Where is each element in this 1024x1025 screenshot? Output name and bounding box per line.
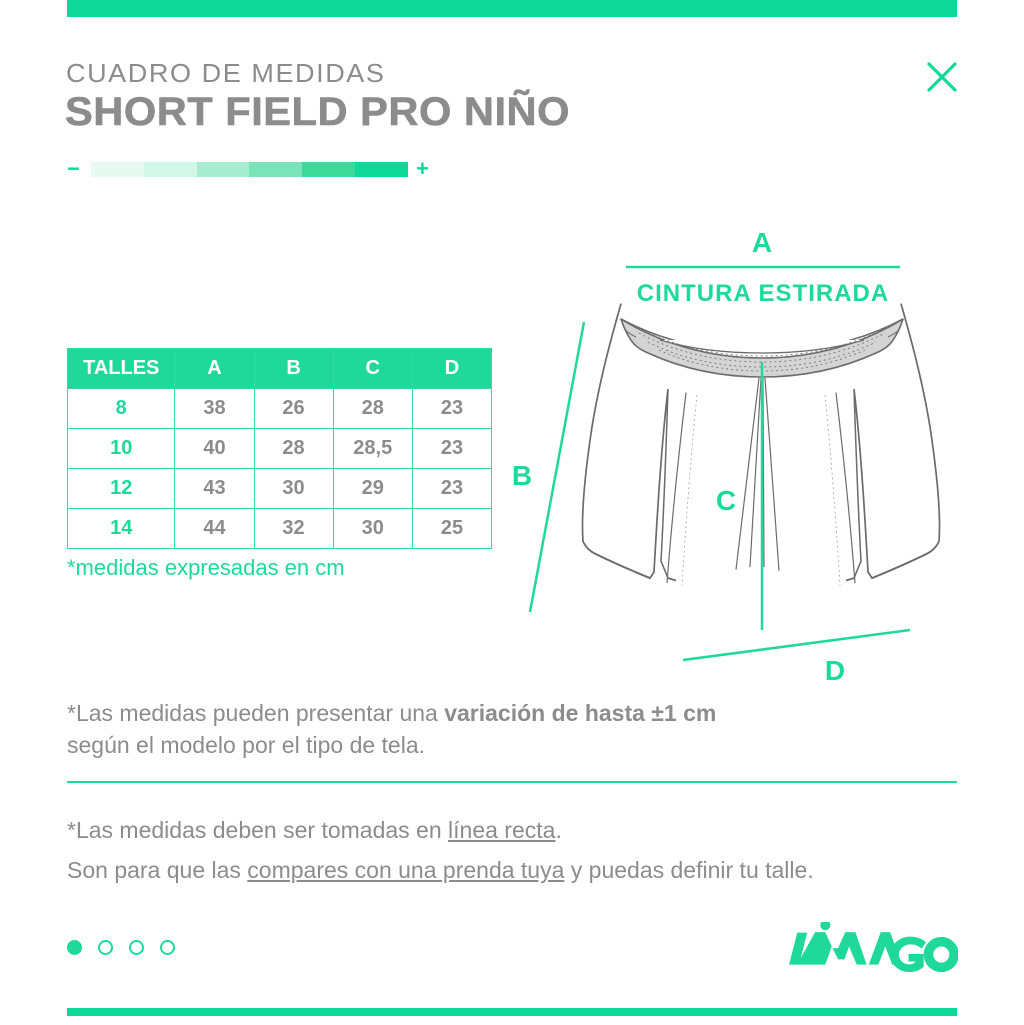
svg-text:D: D	[825, 655, 845, 686]
svg-text:B: B	[512, 460, 532, 491]
svg-text:CINTURA ESTIRADA: CINTURA ESTIRADA	[637, 280, 889, 307]
svg-text:C: C	[716, 485, 736, 516]
svg-text:A: A	[752, 230, 772, 258]
